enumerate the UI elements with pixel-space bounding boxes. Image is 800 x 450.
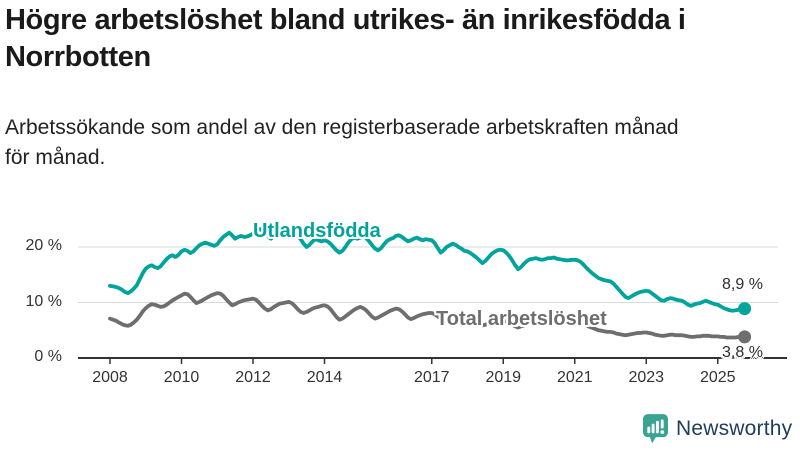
x-axis-ticks bbox=[109, 358, 719, 364]
end-value-label-total: 3,8 % bbox=[722, 344, 763, 361]
x-axis-tick-label: 2023 bbox=[628, 369, 665, 386]
x-axis-tick-label: 2021 bbox=[556, 369, 593, 386]
dot-total-arbetsloshet-end bbox=[738, 330, 752, 344]
newsworthy-logo-icon bbox=[643, 414, 668, 444]
x-axis-tick-label: 2019 bbox=[485, 369, 522, 386]
series-label-total-arbetsloshet: Total arbetslöshet bbox=[436, 308, 607, 330]
y-axis-tick-label: 10 % bbox=[25, 292, 62, 310]
x-axis-tick-label: 2014 bbox=[306, 369, 343, 386]
y-axis-tick-label: 20 % bbox=[25, 237, 62, 254]
series-label-utlandsfodda: Utlandsfödda bbox=[253, 220, 381, 242]
line-total-arbetsloshet bbox=[108, 291, 747, 340]
x-axis-tick-label: 2017 bbox=[413, 369, 450, 386]
end-value-label-utlandsfodda: 8,9 % bbox=[722, 276, 763, 293]
newsworthy-logo: Newsworthy bbox=[643, 414, 792, 444]
x-axis-tick-label: 2012 bbox=[235, 369, 271, 386]
newsworthy-logo-text: Newsworthy bbox=[676, 417, 793, 440]
dot-utlandsfodda-end bbox=[738, 302, 752, 316]
x-axis-tick-label: 2010 bbox=[163, 369, 200, 386]
x-axis-tick-label: 2008 bbox=[92, 369, 128, 386]
x-axis-tick-label: 2025 bbox=[699, 369, 736, 386]
chart-subtitle: Arbetssökande som andel av den registerb… bbox=[5, 116, 679, 169]
line-utlandsfodda bbox=[108, 226, 747, 313]
y-axis-tick-label: 0 % bbox=[34, 348, 62, 365]
page-title: Högre arbetslöshet bland utrikes- än inr… bbox=[5, 4, 686, 73]
